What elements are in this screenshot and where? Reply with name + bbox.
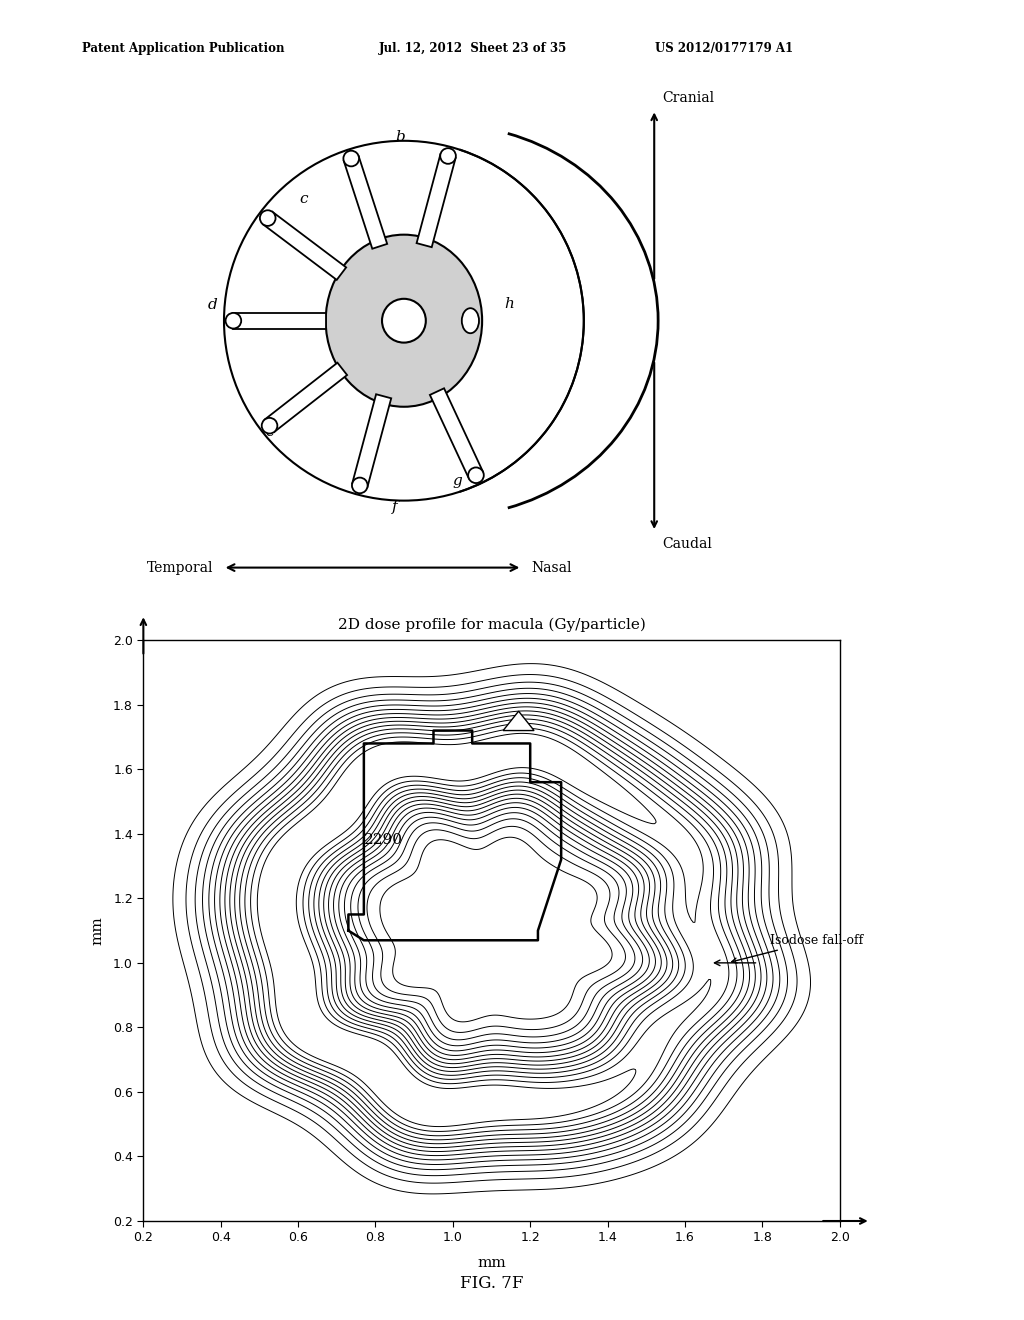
Ellipse shape (462, 308, 479, 333)
Circle shape (262, 418, 278, 433)
Text: b: b (395, 129, 404, 144)
Text: Isodose fall-off: Isodose fall-off (732, 933, 863, 964)
Text: Nasal: Nasal (531, 561, 572, 574)
Text: Jul. 12, 2012  Sheet 23 of 35: Jul. 12, 2012 Sheet 23 of 35 (379, 42, 567, 55)
Text: Patent Application Publication: Patent Application Publication (82, 42, 285, 55)
Text: Caudal: Caudal (663, 537, 712, 550)
Y-axis label: mm: mm (90, 916, 104, 945)
Ellipse shape (326, 235, 482, 407)
Text: 2290: 2290 (364, 833, 402, 847)
Text: FIG. 7F: FIG. 7F (460, 1275, 523, 1291)
Text: f: f (392, 500, 397, 513)
Polygon shape (503, 711, 535, 730)
Circle shape (352, 478, 368, 494)
Title: 2D dose profile for macula (Gy/particle): 2D dose profile for macula (Gy/particle) (338, 618, 645, 632)
Text: US 2012/0177179 A1: US 2012/0177179 A1 (655, 42, 794, 55)
Circle shape (343, 150, 359, 166)
Text: Temporal: Temporal (147, 561, 213, 574)
Text: c: c (300, 193, 308, 206)
Polygon shape (265, 363, 347, 432)
Polygon shape (344, 156, 387, 248)
Circle shape (382, 298, 426, 343)
Circle shape (440, 148, 456, 164)
Text: a: a (434, 187, 443, 201)
Text: e: e (265, 425, 273, 438)
Text: d: d (208, 298, 217, 312)
Polygon shape (352, 395, 391, 487)
Text: g: g (453, 474, 462, 488)
X-axis label: mm: mm (477, 1255, 506, 1270)
Circle shape (468, 467, 483, 483)
Text: Cranial: Cranial (663, 91, 714, 104)
Polygon shape (417, 154, 456, 247)
Polygon shape (263, 211, 346, 280)
Circle shape (260, 210, 275, 226)
Circle shape (225, 313, 242, 329)
Text: h: h (505, 297, 514, 310)
Polygon shape (430, 388, 483, 479)
Polygon shape (233, 313, 326, 329)
